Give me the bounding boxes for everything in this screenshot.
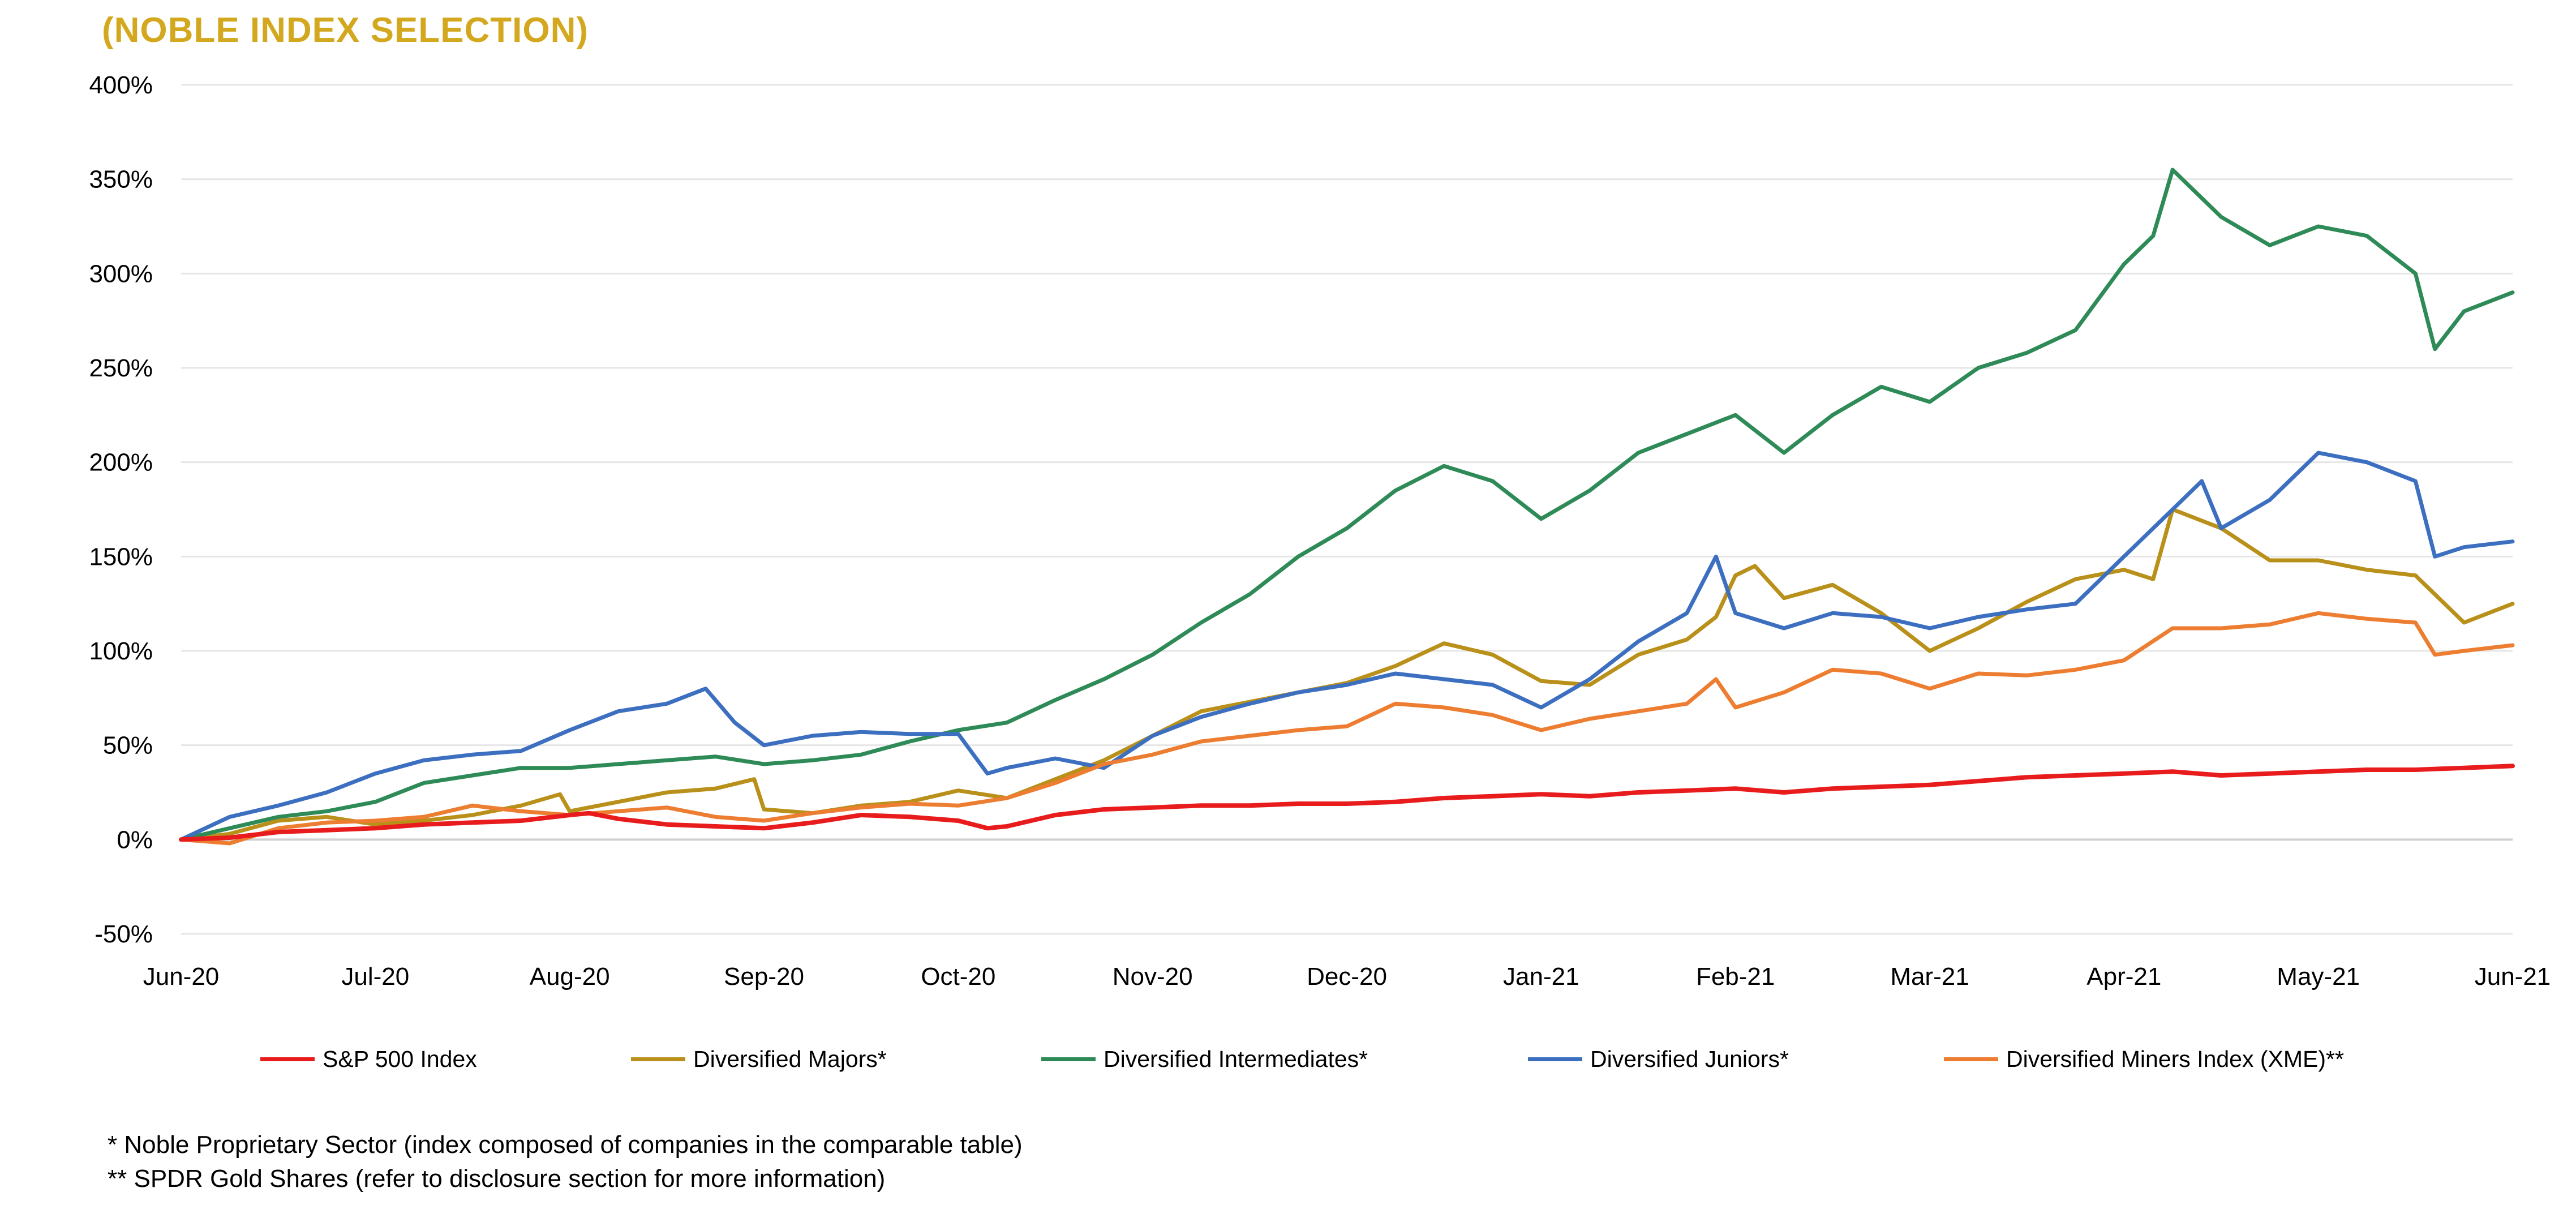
gridlines — [181, 84, 2513, 935]
y-axis-ticks: -50% 0% 50% 100% 150% 200% 250% 300% 350% 400% — [89, 71, 153, 948]
legend-item-xme: Diversified Miners Index (XME)** — [1944, 1046, 2344, 1073]
series-line-diversified-juniors — [179, 451, 2515, 842]
legend-label: Diversified Intermediates* — [1104, 1046, 1368, 1072]
legend-item-intermediates: Diversified Intermediates* — [1041, 1046, 1368, 1073]
x-axis-ticks: Jun-20 Jul-20 Aug-20 Sep-20 Oct-20 Nov-20 Dec-… — [143, 963, 2551, 990]
legend-item-majors: Diversified Majors* — [631, 1046, 887, 1073]
x-tick-label: Aug-20 — [530, 963, 610, 990]
x-tick-label: Apr-21 — [2086, 963, 2161, 990]
y-tick-label: 50% — [103, 732, 153, 760]
x-tick-label: Dec-20 — [1307, 963, 1387, 990]
legend-swatch — [1528, 1057, 1582, 1061]
x-tick-label: May-21 — [2277, 963, 2360, 990]
x-tick-label: Jul-20 — [341, 963, 409, 990]
x-tick-label: Feb-21 — [1696, 963, 1775, 990]
legend-item-sp500: S&P 500 Index — [260, 1046, 477, 1073]
y-tick-label: 150% — [89, 543, 153, 571]
chart-title: (NOBLE INDEX SELECTION) — [102, 11, 589, 50]
x-tick-label: Sep-20 — [724, 963, 804, 990]
series-line-s-p-500-index — [179, 764, 2515, 842]
footnote-1: * Noble Proprietary Sector (index compos… — [108, 1131, 1023, 1159]
legend-swatch — [1944, 1057, 1998, 1061]
legend-item-juniors: Diversified Juniors* — [1528, 1046, 1789, 1073]
legend-swatch — [1041, 1057, 1096, 1061]
x-tick-label: Nov-20 — [1113, 963, 1193, 990]
y-tick-label: -50% — [95, 920, 153, 948]
x-tick-label: Jan-21 — [1503, 963, 1579, 990]
x-tick-label: Jun-20 — [143, 963, 220, 990]
series-line-diversified-intermediates — [179, 168, 2515, 842]
series-line-diversified-majors — [179, 507, 2515, 842]
y-tick-label: 250% — [89, 354, 153, 382]
legend-label: Diversified Miners Index (XME)** — [2006, 1046, 2344, 1072]
legend-label: S&P 500 Index — [323, 1046, 477, 1072]
y-tick-label: 0% — [117, 826, 153, 854]
x-tick-label: Oct-20 — [921, 963, 995, 990]
series-lines — [179, 168, 2515, 846]
y-tick-label: 350% — [89, 166, 153, 194]
footnote-2: ** SPDR Gold Shares (refer to disclosure… — [108, 1165, 886, 1193]
y-tick-label: 400% — [89, 71, 153, 99]
y-tick-label: 100% — [89, 637, 153, 665]
legend: S&P 500 Index Diversified Majors* Divers… — [0, 1046, 2576, 1086]
legend-label: Diversified Juniors* — [1590, 1046, 1789, 1072]
legend-swatch — [260, 1057, 315, 1061]
x-tick-label: Mar-21 — [1890, 963, 1969, 990]
legend-label: Diversified Majors* — [693, 1046, 887, 1072]
x-tick-label: Jun-21 — [2475, 963, 2551, 990]
y-tick-label: 300% — [89, 260, 153, 288]
legend-swatch — [631, 1057, 685, 1061]
series-line-diversified-miners-index-xme — [179, 611, 2515, 846]
y-tick-label: 200% — [89, 449, 153, 477]
